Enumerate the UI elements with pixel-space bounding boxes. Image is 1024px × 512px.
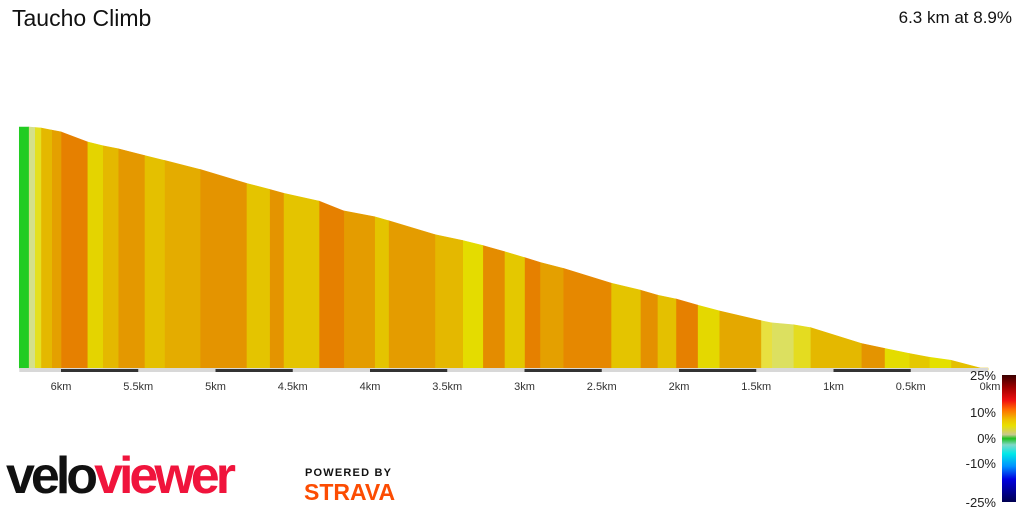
distance-axis: 6km 5.5km 5km 4.5km 4km 3.5km 3km 2.5km 2km 1.5km…	[19, 368, 1000, 393]
strava-logo: STRAVA	[304, 479, 396, 505]
profile-segment	[374, 216, 389, 369]
profile-segment	[760, 320, 773, 369]
legend-label-neg25: -25%	[965, 495, 996, 510]
profile-segment	[269, 188, 284, 369]
profile-segment	[102, 145, 119, 369]
legend-label-neg10: -10%	[965, 456, 996, 471]
profile-segment	[117, 148, 145, 369]
profile-segment	[434, 234, 464, 369]
x-tick-label: 2km	[669, 381, 690, 393]
profile-segment	[697, 304, 720, 369]
legend-label-25: 25%	[969, 368, 996, 383]
profile-segment	[884, 348, 910, 369]
powered-by-label: POWERED BY	[305, 467, 393, 479]
profile-segment	[793, 324, 811, 369]
x-tick-label: 0.5km	[896, 381, 926, 393]
x-tick-label: 6km	[51, 381, 72, 393]
profile-segment	[640, 289, 658, 369]
profile-segment	[861, 343, 885, 369]
profile-segment	[18, 126, 29, 369]
profile-segment	[144, 155, 165, 369]
profile-segment	[40, 127, 53, 369]
profile-segment	[283, 192, 320, 369]
page-title: Taucho Climb	[12, 5, 152, 31]
profile-segment	[462, 240, 484, 369]
profile-segment	[482, 245, 505, 369]
legend-label-10: 10%	[969, 405, 996, 420]
climb-summary: 6.3 km at 8.9%	[898, 8, 1012, 27]
profile-segment	[504, 251, 525, 369]
axis-km-band	[370, 369, 448, 372]
axis-km-band	[833, 369, 911, 372]
gradient-legend-bar	[1002, 375, 1016, 502]
profile-segment	[610, 282, 641, 369]
axis-baseline	[19, 368, 989, 372]
legend-label-0: 0%	[977, 431, 996, 446]
axis-km-band	[679, 369, 757, 372]
x-tick-label: 1km	[823, 381, 844, 393]
x-tick-label: 5km	[205, 381, 226, 393]
profile-segment	[343, 210, 375, 369]
profile-segment	[908, 353, 930, 369]
profile-segment	[318, 200, 345, 369]
axis-km-band	[215, 369, 293, 372]
x-tick-label: 0km	[980, 381, 1001, 393]
x-tick-label: 3.5km	[432, 381, 462, 393]
veloviewer-logo: veloviewer	[6, 447, 236, 505]
profile-segment	[86, 141, 104, 369]
profile-segment	[928, 356, 952, 369]
profile-segment	[28, 126, 36, 369]
axis-km-band	[61, 369, 139, 372]
profile-segment	[771, 322, 794, 369]
profile-segment	[60, 131, 88, 369]
profile-segment	[246, 182, 270, 369]
profile-segment	[675, 298, 698, 369]
profile-segment	[810, 327, 862, 369]
profile-segment	[388, 220, 436, 369]
profile-segments	[18, 126, 989, 371]
x-tick-label: 4km	[360, 381, 381, 393]
x-tick-label: 3km	[514, 381, 535, 393]
profile-segment	[51, 129, 62, 369]
profile-segment	[524, 257, 541, 369]
x-tick-label: 1.5km	[741, 381, 771, 393]
profile-segment	[562, 267, 612, 369]
x-tick-label: 2.5km	[587, 381, 617, 393]
profile-segment	[199, 169, 247, 369]
profile-segment	[539, 261, 564, 369]
axis-km-band	[524, 369, 602, 372]
x-tick-label: 4.5km	[278, 381, 308, 393]
profile-segment	[164, 160, 201, 369]
profile-segment	[657, 294, 677, 369]
x-tick-label: 5.5km	[123, 381, 153, 393]
profile-segment	[718, 310, 762, 369]
profile-segment	[34, 127, 42, 369]
